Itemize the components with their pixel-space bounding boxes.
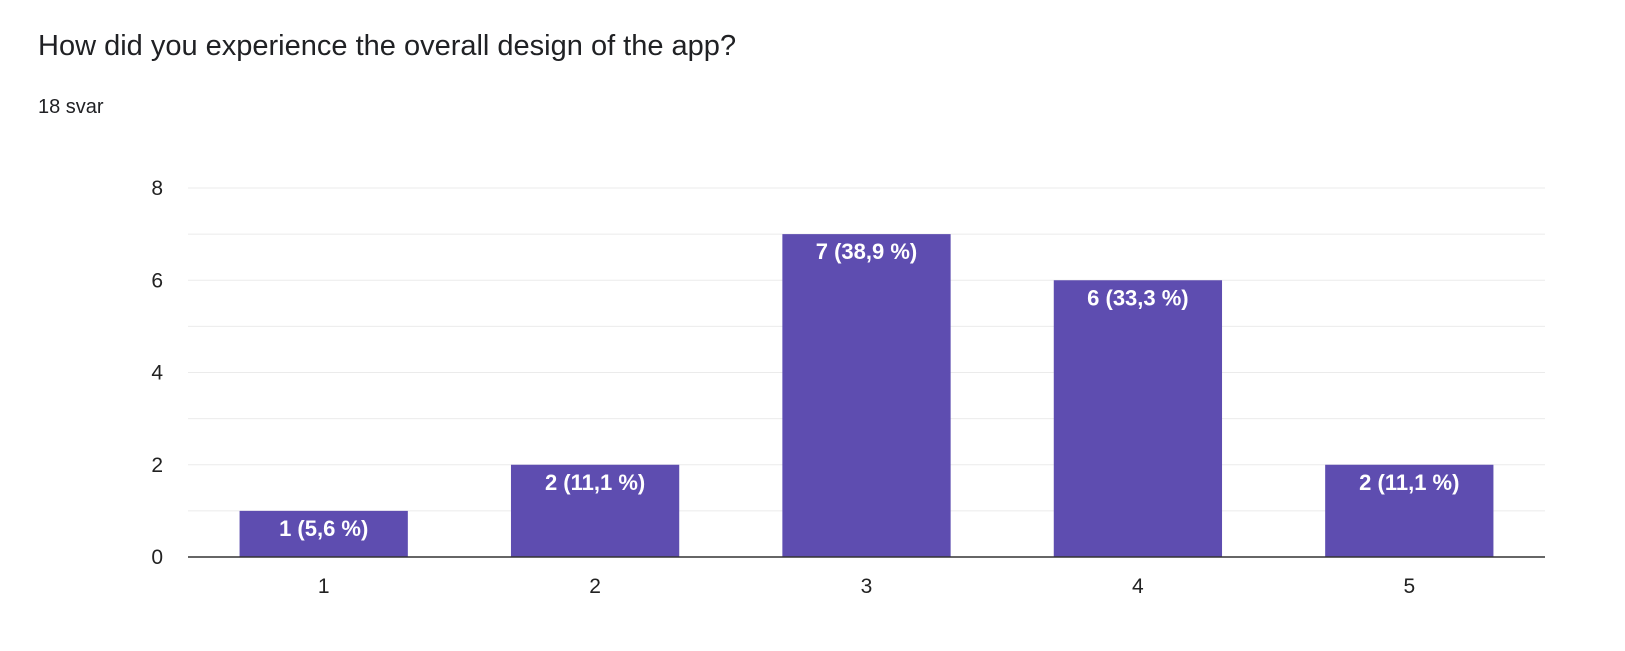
y-tick-label: 4 [151, 362, 163, 385]
bar-5 [1325, 464, 1494, 557]
data-label: 1 (5,6 %) [279, 516, 368, 541]
x-tick-label: 1 [318, 575, 330, 598]
y-tick-label: 6 [151, 269, 163, 292]
x-tick-label: 2 [589, 575, 601, 598]
x-tick-label: 4 [1132, 575, 1144, 598]
response-count: 18 svar [38, 96, 104, 118]
data-label: 6 (33,3 %) [1087, 285, 1189, 310]
bar-2 [510, 464, 680, 557]
x-tick-label: 3 [861, 575, 873, 598]
x-tick-label: 5 [1403, 575, 1415, 598]
y-tick-label: 2 [151, 454, 163, 477]
bar-3 [782, 234, 951, 557]
y-tick-label: 8 [151, 177, 163, 200]
y-tick-label: 0 [151, 546, 163, 569]
data-labels: 1 (5,6 %) 2 (11,1 %) 7 (38,9 %) 6 (33,3 %) 2… [279, 239, 1459, 541]
data-label: 7 (38,9 %) [816, 239, 918, 264]
bar-1 [239, 510, 408, 557]
data-label: 2 (11,1 %) [1359, 470, 1459, 495]
question-title: How did you experience the overall desig… [38, 30, 737, 62]
data-label: 2 (11,1 %) [545, 470, 645, 495]
bars [239, 234, 1494, 557]
axes: 0 2 4 6 8 1 2 3 4 5 [151, 177, 1545, 598]
bar-4 [1053, 280, 1223, 557]
